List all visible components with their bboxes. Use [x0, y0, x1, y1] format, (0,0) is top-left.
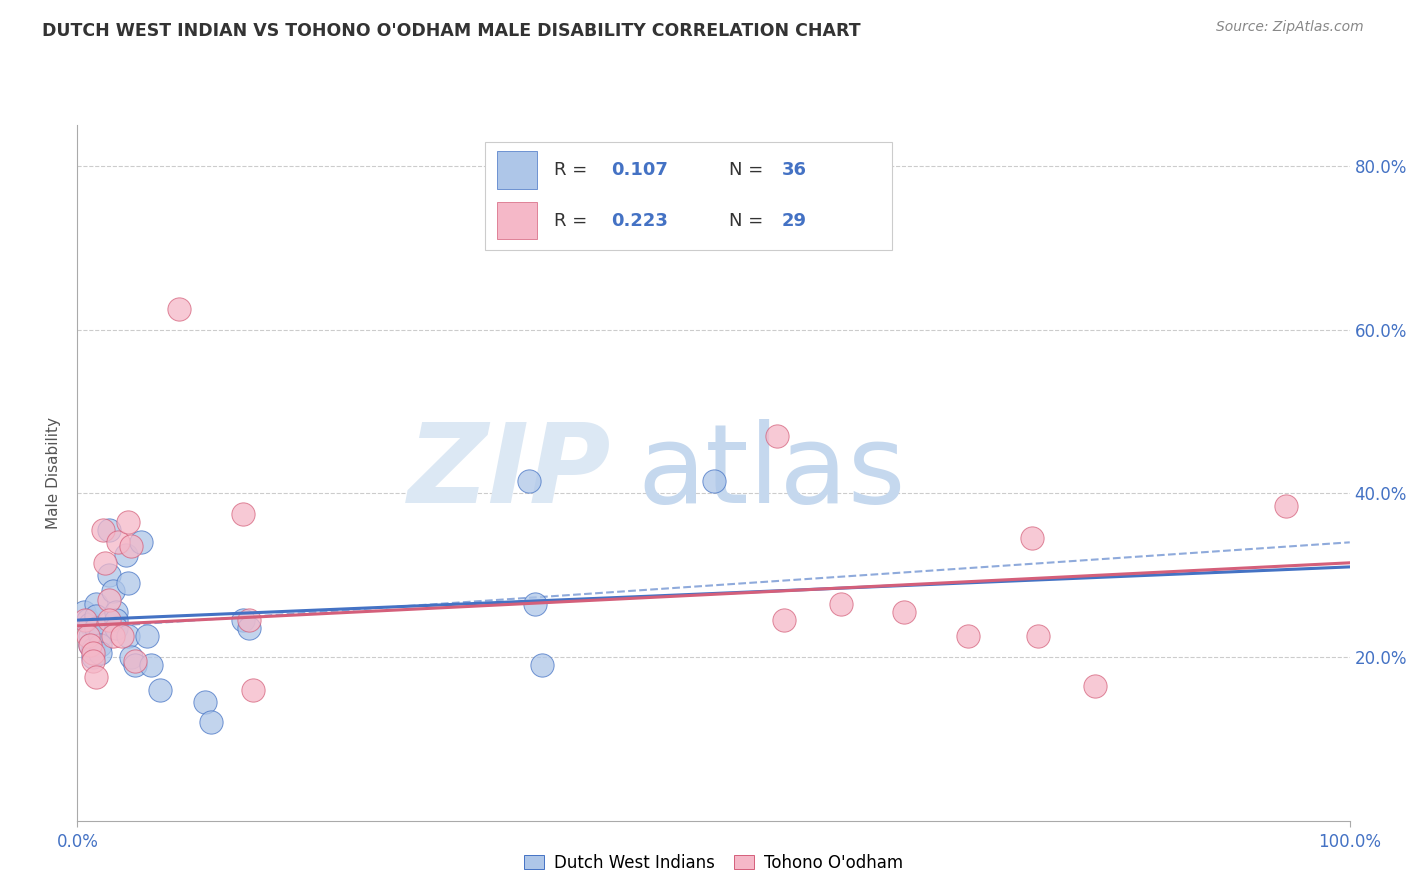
Point: [94, 556, 117, 570]
Point: [530, 658, 553, 673]
Point: [232, 613, 254, 627]
Point: [1026, 630, 1049, 644]
Point: [76, 613, 98, 627]
Point: [82, 646, 104, 660]
Point: [86, 621, 108, 635]
Point: [124, 658, 146, 673]
Point: [104, 621, 127, 635]
Point: [200, 715, 222, 730]
Point: [98, 613, 121, 627]
Point: [117, 576, 139, 591]
Point: [91, 523, 114, 537]
Point: [89, 630, 111, 644]
Point: [79, 638, 101, 652]
Point: [893, 605, 915, 619]
Legend: Dutch West Indians, Tohono O'odham: Dutch West Indians, Tohono O'odham: [517, 847, 910, 879]
Point: [117, 515, 139, 529]
Point: [124, 654, 146, 668]
Point: [238, 621, 260, 635]
Point: [120, 540, 142, 554]
Point: [79, 638, 101, 652]
Point: [73, 605, 96, 619]
Point: [117, 630, 139, 644]
Point: [101, 584, 124, 599]
Point: [238, 613, 260, 627]
Point: [79, 630, 101, 644]
Point: [73, 613, 96, 627]
Text: Source: ZipAtlas.com: Source: ZipAtlas.com: [1216, 20, 1364, 34]
Point: [98, 592, 121, 607]
Point: [89, 638, 111, 652]
Point: [98, 523, 121, 537]
Point: [1021, 531, 1043, 545]
Point: [89, 646, 111, 660]
Point: [129, 535, 152, 549]
Point: [98, 568, 121, 582]
Point: [76, 630, 98, 644]
Point: [86, 597, 108, 611]
Point: [111, 630, 134, 644]
Point: [139, 658, 162, 673]
Point: [703, 474, 725, 488]
Point: [1275, 499, 1298, 513]
Point: [114, 548, 136, 562]
Point: [232, 507, 254, 521]
Point: [107, 535, 129, 549]
Point: [104, 605, 127, 619]
Point: [772, 613, 794, 627]
Point: [82, 654, 104, 668]
Point: [86, 609, 108, 624]
Point: [524, 597, 547, 611]
Text: DUTCH WEST INDIAN VS TOHONO O'ODHAM MALE DISABILITY CORRELATION CHART: DUTCH WEST INDIAN VS TOHONO O'ODHAM MALE…: [42, 22, 860, 40]
Point: [79, 617, 101, 632]
Point: [149, 682, 172, 697]
Text: ZIP: ZIP: [408, 419, 612, 526]
Point: [101, 630, 124, 644]
Point: [517, 474, 540, 488]
Point: [120, 649, 142, 664]
Point: [167, 301, 190, 316]
Point: [194, 695, 217, 709]
Point: [957, 630, 980, 644]
Point: [82, 641, 104, 656]
Point: [82, 649, 104, 664]
Point: [242, 682, 264, 697]
Point: [86, 670, 108, 684]
Point: [766, 429, 789, 443]
Point: [830, 597, 852, 611]
Point: [136, 630, 159, 644]
Point: [1084, 679, 1107, 693]
Point: [104, 613, 127, 627]
Text: atlas: atlas: [637, 419, 905, 526]
Y-axis label: Male Disability: Male Disability: [46, 417, 62, 529]
